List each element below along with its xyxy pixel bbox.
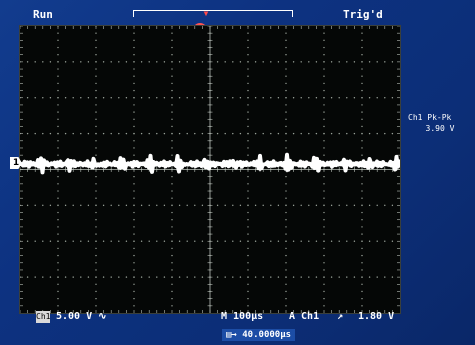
measurement-value: 3.90 V: [425, 124, 455, 133]
trigger-status: Trig'd: [343, 8, 383, 21]
rising-edge-icon: ↗: [337, 311, 344, 322]
acquisition-status: Run: [33, 8, 53, 21]
waveform-display: [20, 26, 400, 313]
ch1-badge: Ch1: [36, 311, 51, 323]
measurement-readout: Ch1 Pk-Pk 3.90 V: [408, 112, 472, 134]
horizontal-timebase: M 100µs: [221, 311, 264, 322]
horizontal-offset-value: 40.0000µs: [242, 330, 292, 340]
horizontal-offset-readout: ▤→ 40.0000µs: [222, 329, 296, 341]
offset-arrow-icon: ▤→: [226, 330, 237, 340]
trigger-source: A Ch1: [289, 311, 320, 322]
trigger-level: 1.80 V: [358, 311, 395, 322]
ch1-vertical-scale: 5.00 V ∿: [56, 311, 107, 322]
ch1-ground-marker-icon: 1: [10, 157, 22, 169]
ch1-waveform-noise: [20, 158, 400, 173]
record-position-bar: [133, 10, 293, 17]
graticule: [19, 25, 401, 314]
graticule-divisions: [20, 26, 400, 313]
trigger-position-icon: ▾: [202, 6, 210, 20]
measurement-label: Ch1 Pk-Pk: [408, 113, 452, 122]
